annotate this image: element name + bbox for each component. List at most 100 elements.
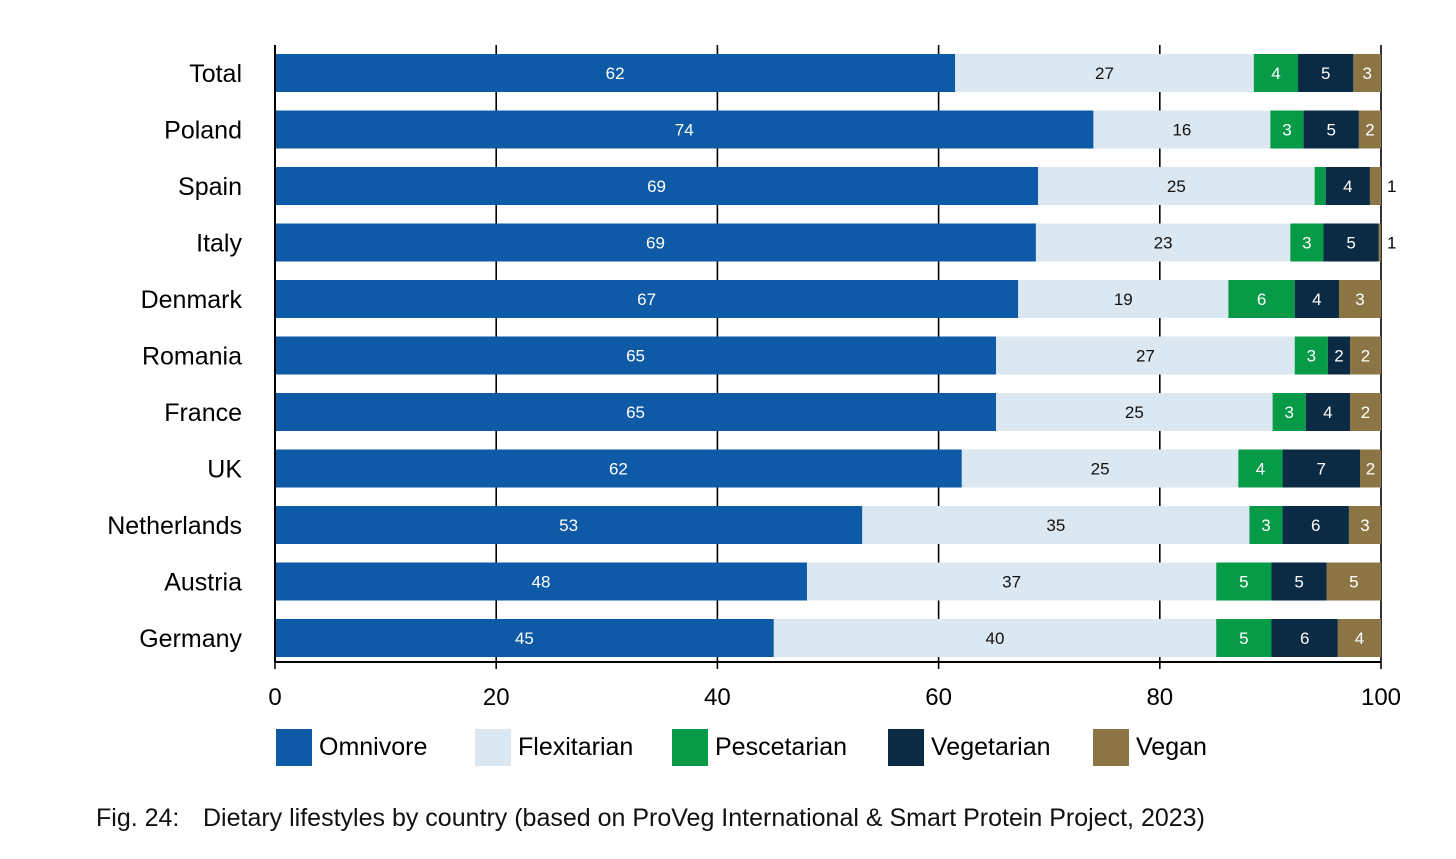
x-tick-label-40: 40 xyxy=(704,684,731,711)
data-label-romania-pescetarian: 3 xyxy=(1307,347,1316,366)
data-label-germany-flexitarian: 40 xyxy=(986,629,1005,648)
bar-italy-vegetarian xyxy=(1323,223,1379,262)
bar-romania-pescetarian xyxy=(1294,336,1328,375)
category-label-austria: Austria xyxy=(164,569,242,597)
data-label-france-flexitarian: 25 xyxy=(1125,403,1144,422)
bar-uk-flexitarian xyxy=(961,449,1239,488)
bar-spain-vegetarian xyxy=(1325,167,1370,205)
x-tick-label-100: 100 xyxy=(1361,684,1401,711)
bar-germany-vegan xyxy=(1337,619,1381,657)
bar-spain-flexitarian xyxy=(1038,167,1315,205)
bar-romania-vegan xyxy=(1350,336,1381,375)
legend-label-vegan: Vegan xyxy=(1136,733,1207,761)
data-label-spain-vegetarian: 4 xyxy=(1343,177,1352,196)
data-label-total-flexitarian: 27 xyxy=(1095,64,1114,83)
data-label-romania-omnivore: 65 xyxy=(626,347,645,366)
category-label-spain: Spain xyxy=(178,173,242,201)
legend-label-vegetarian: Vegetarian xyxy=(931,733,1051,761)
data-label-romania-vegetarian: 2 xyxy=(1334,347,1343,366)
bar-france-flexitarian xyxy=(996,393,1273,431)
bar-uk-vegan xyxy=(1359,449,1381,488)
data-label-france-vegetarian: 4 xyxy=(1323,403,1332,422)
data-label-netherlands-vegetarian: 6 xyxy=(1311,516,1320,535)
bar-netherlands-flexitarian xyxy=(862,506,1250,544)
data-label-italy-pescetarian: 3 xyxy=(1302,234,1311,253)
bar-germany-pescetarian xyxy=(1216,619,1272,657)
data-label-poland-pescetarian: 3 xyxy=(1282,121,1291,140)
bar-romania-vegetarian xyxy=(1327,336,1351,375)
legend-label-flexitarian: Flexitarian xyxy=(518,733,633,761)
bar-romania-flexitarian xyxy=(996,336,1295,375)
data-label-uk-vegan: 2 xyxy=(1366,460,1375,479)
bar-uk-vegetarian xyxy=(1282,449,1360,488)
bar-italy-omnivore xyxy=(275,223,1036,262)
bar-france-omnivore xyxy=(275,393,997,431)
bar-poland-omnivore xyxy=(275,110,1094,149)
bar-italy-pescetarian xyxy=(1290,223,1324,262)
bar-denmark-vegetarian xyxy=(1294,280,1339,318)
bar-romania-omnivore xyxy=(275,336,997,375)
bar-poland-flexitarian xyxy=(1093,110,1271,149)
bar-france-vegan xyxy=(1350,393,1381,431)
category-label-uk: UK xyxy=(207,456,242,484)
bar-spain-vegan xyxy=(1369,167,1381,205)
data-label-austria-omnivore: 48 xyxy=(532,573,551,592)
bar-italy-vegan xyxy=(1378,223,1381,262)
bar-denmark-vegan xyxy=(1338,280,1381,318)
data-label-uk-pescetarian: 4 xyxy=(1256,460,1265,479)
data-label-france-pescetarian: 3 xyxy=(1284,403,1293,422)
bar-spain-pescetarian xyxy=(1314,167,1326,205)
legend-swatch-flexitarian xyxy=(475,729,511,766)
data-label-austria-vegetarian: 5 xyxy=(1294,573,1303,592)
bar-denmark-omnivore xyxy=(275,280,1019,318)
data-label-italy-vegetarian: 5 xyxy=(1346,234,1355,253)
data-label-denmark-pescetarian: 6 xyxy=(1257,290,1266,309)
data-label-germany-vegan: 4 xyxy=(1355,629,1364,648)
bar-austria-pescetarian xyxy=(1216,562,1272,601)
data-label-spain-omnivore: 69 xyxy=(647,177,666,196)
bar-france-vegetarian xyxy=(1305,393,1351,431)
bar-austria-flexitarian xyxy=(806,562,1217,601)
data-label-poland-omnivore: 74 xyxy=(675,121,694,140)
data-label-austria-pescetarian: 5 xyxy=(1239,573,1248,592)
bar-total-vegan xyxy=(1353,54,1381,92)
data-label-netherlands-omnivore: 53 xyxy=(559,516,578,535)
bar-italy-flexitarian xyxy=(1035,223,1291,262)
x-tick-label-20: 20 xyxy=(483,684,510,711)
x-tick-label-0: 0 xyxy=(268,684,281,711)
data-label-total-pescetarian: 4 xyxy=(1271,64,1280,83)
legend-swatch-omnivore xyxy=(276,729,312,766)
category-label-total: Total xyxy=(189,60,242,88)
bar-uk-pescetarian xyxy=(1238,449,1283,488)
bar-netherlands-vegan xyxy=(1348,506,1381,544)
bar-netherlands-omnivore xyxy=(275,506,863,544)
data-label-italy-flexitarian: 23 xyxy=(1154,234,1173,253)
data-label-poland-flexitarian: 16 xyxy=(1172,121,1191,140)
data-label-uk-omnivore: 62 xyxy=(609,460,628,479)
data-label-italy-omnivore: 69 xyxy=(646,234,665,253)
bar-denmark-flexitarian xyxy=(1018,280,1229,318)
legend-label-pescetarian: Pescetarian xyxy=(715,733,847,761)
data-label-total-vegetarian: 5 xyxy=(1321,64,1330,83)
bar-total-omnivore xyxy=(275,54,956,92)
bar-poland-vegetarian xyxy=(1303,110,1359,149)
bar-total-vegetarian xyxy=(1298,54,1354,92)
bar-austria-omnivore xyxy=(275,562,807,601)
data-label-france-omnivore: 65 xyxy=(626,403,645,422)
data-label-denmark-omnivore: 67 xyxy=(637,290,656,309)
data-label-netherlands-pescetarian: 3 xyxy=(1261,516,1270,535)
data-label-total-vegan: 3 xyxy=(1362,64,1371,83)
data-label-romania-flexitarian: 27 xyxy=(1136,347,1155,366)
data-label-italy-vegan: 1 xyxy=(1387,234,1396,253)
data-label-austria-vegan: 5 xyxy=(1349,573,1358,592)
data-label-total-omnivore: 62 xyxy=(606,64,625,83)
x-tick-label-60: 60 xyxy=(925,684,952,711)
data-label-spain-flexitarian: 25 xyxy=(1167,177,1186,196)
data-label-austria-flexitarian: 37 xyxy=(1002,573,1021,592)
data-label-denmark-flexitarian: 19 xyxy=(1114,290,1133,309)
bar-uk-omnivore xyxy=(275,449,962,488)
legend-swatch-vegan xyxy=(1093,729,1129,766)
data-label-germany-vegetarian: 6 xyxy=(1300,629,1309,648)
figure-caption-label: Fig. 24: xyxy=(96,804,180,832)
data-label-uk-vegetarian: 7 xyxy=(1317,460,1326,479)
